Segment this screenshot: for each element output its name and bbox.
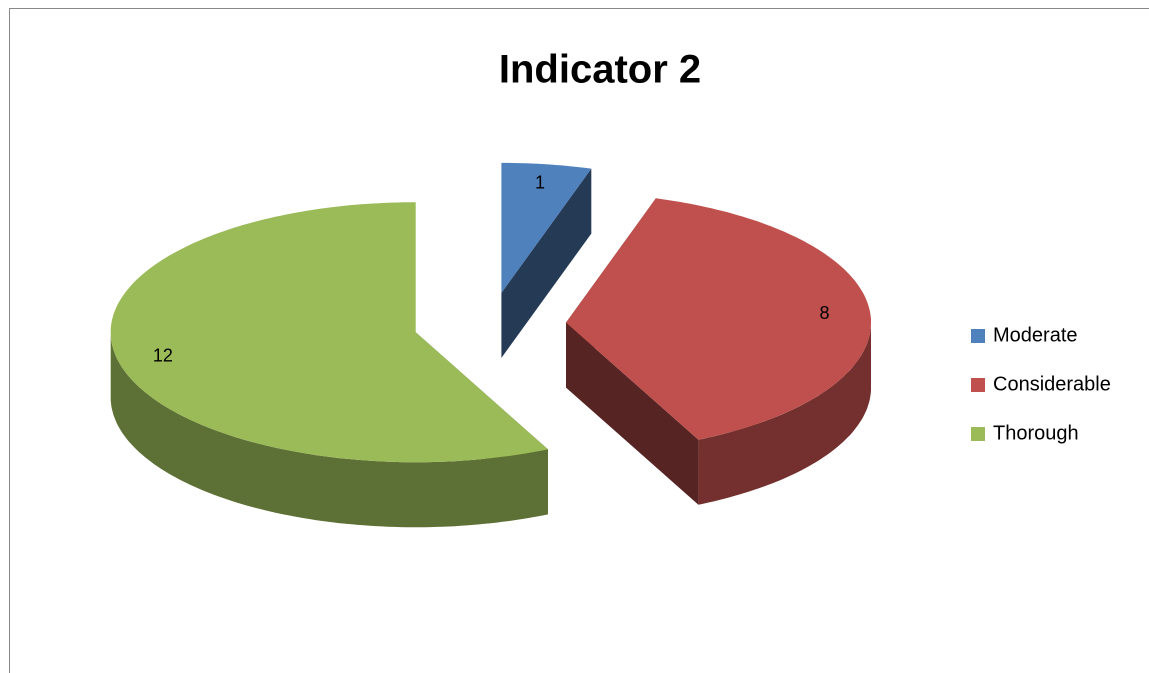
slice [501,162,592,293]
legend-swatch [971,427,985,441]
slice-cut-face [501,168,592,358]
data-label: 12 [153,346,173,366]
legend-label: Considerable [993,373,1111,395]
legend-label: Moderate [993,324,1078,346]
legend-swatch [971,329,985,343]
slice-cut-face [566,322,699,505]
slice [566,198,871,440]
data-label: 1 [535,172,545,192]
slice-side [501,168,592,358]
slice-tops [110,162,871,463]
legend-label: Thorough [993,422,1079,444]
slice-wall [698,322,871,505]
legend-swatch [971,378,985,392]
slice [110,202,548,463]
data-label: 8 [820,303,830,323]
chart-title: Indicator 2 [499,48,701,92]
slice-wall [110,332,548,528]
